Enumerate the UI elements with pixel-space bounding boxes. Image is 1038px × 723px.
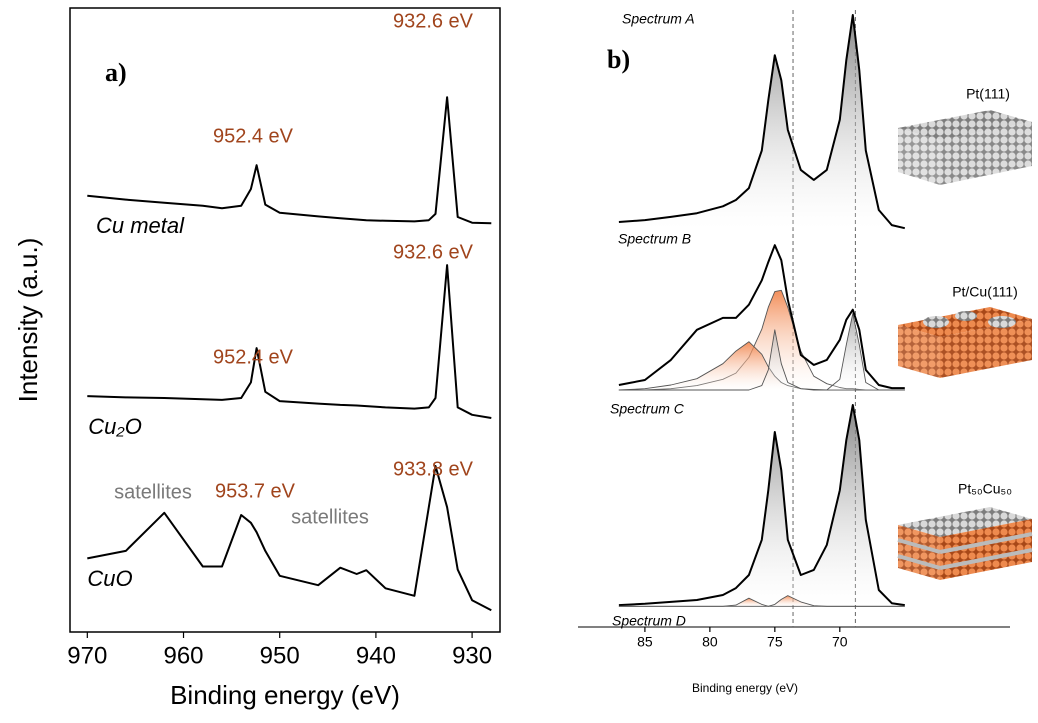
x-axis-title: Binding energy (eV): [692, 681, 798, 695]
area-fill: [618, 290, 905, 390]
annotation: 932.6 eV: [393, 10, 474, 32]
panel-label: a): [105, 58, 127, 87]
series-label: CuO: [87, 566, 132, 591]
spectrum-line: [87, 96, 492, 225]
area-fill: [618, 15, 905, 229]
plot-frame: [69, 7, 501, 633]
x-tick-label: 70: [832, 634, 848, 650]
x-tick-label: 970: [67, 642, 107, 669]
spectrum-line: [618, 244, 905, 390]
spectrum-line: [618, 14, 906, 230]
area-fill: [618, 405, 905, 606]
annotation: satellites: [114, 481, 192, 503]
structure-label: Pt(111): [966, 86, 1010, 102]
annotation: 933.8 eV: [393, 458, 474, 480]
annotation: 932.6 eV: [393, 241, 474, 263]
spectrum-label: Spectrum B: [618, 231, 691, 247]
structure-label: Pt₅₀Cu₅₀: [958, 481, 1012, 497]
x-tick-label: 85: [637, 634, 653, 650]
series-label: Cu metal: [96, 213, 185, 238]
spectrum-label: Spectrum A: [622, 11, 695, 27]
x-tick-label: 960: [163, 642, 203, 669]
x-tick-label: 950: [260, 642, 300, 669]
spectrum-line: [87, 465, 492, 612]
annotation: satellites: [291, 506, 369, 528]
x-tick-label: 75: [767, 634, 783, 650]
structure-pt50cu50: [897, 507, 1033, 580]
area-fill: [618, 313, 905, 390]
y-axis-title: Intensity (a.u.): [13, 238, 43, 403]
spectrum-label: Spectrum D: [612, 613, 686, 629]
spectrum-label: Spectrum C: [610, 401, 685, 417]
structure-label: Pt/Cu(111): [952, 284, 1018, 300]
panel-label: b): [607, 45, 630, 74]
spectrum-line: [618, 595, 905, 607]
spectrum-line: [618, 404, 905, 607]
x-tick-label: 80: [702, 634, 718, 650]
series-label: Cu₂O: [88, 414, 142, 439]
structure-pt111: [898, 110, 1032, 185]
annotation: 952.4 eV: [213, 346, 294, 368]
x-tick-label: 940: [356, 642, 396, 669]
x-axis-title: Binding energy (eV): [170, 680, 400, 710]
annotation: 953.7 eV: [215, 480, 296, 502]
spectrum-line: [618, 313, 905, 391]
area-fill: [618, 341, 905, 390]
annotation: 952.4 eV: [213, 125, 294, 147]
x-tick-label: 930: [452, 642, 492, 669]
spectrum-line: [87, 264, 492, 419]
structure-pt-cu111: [898, 307, 1032, 378]
